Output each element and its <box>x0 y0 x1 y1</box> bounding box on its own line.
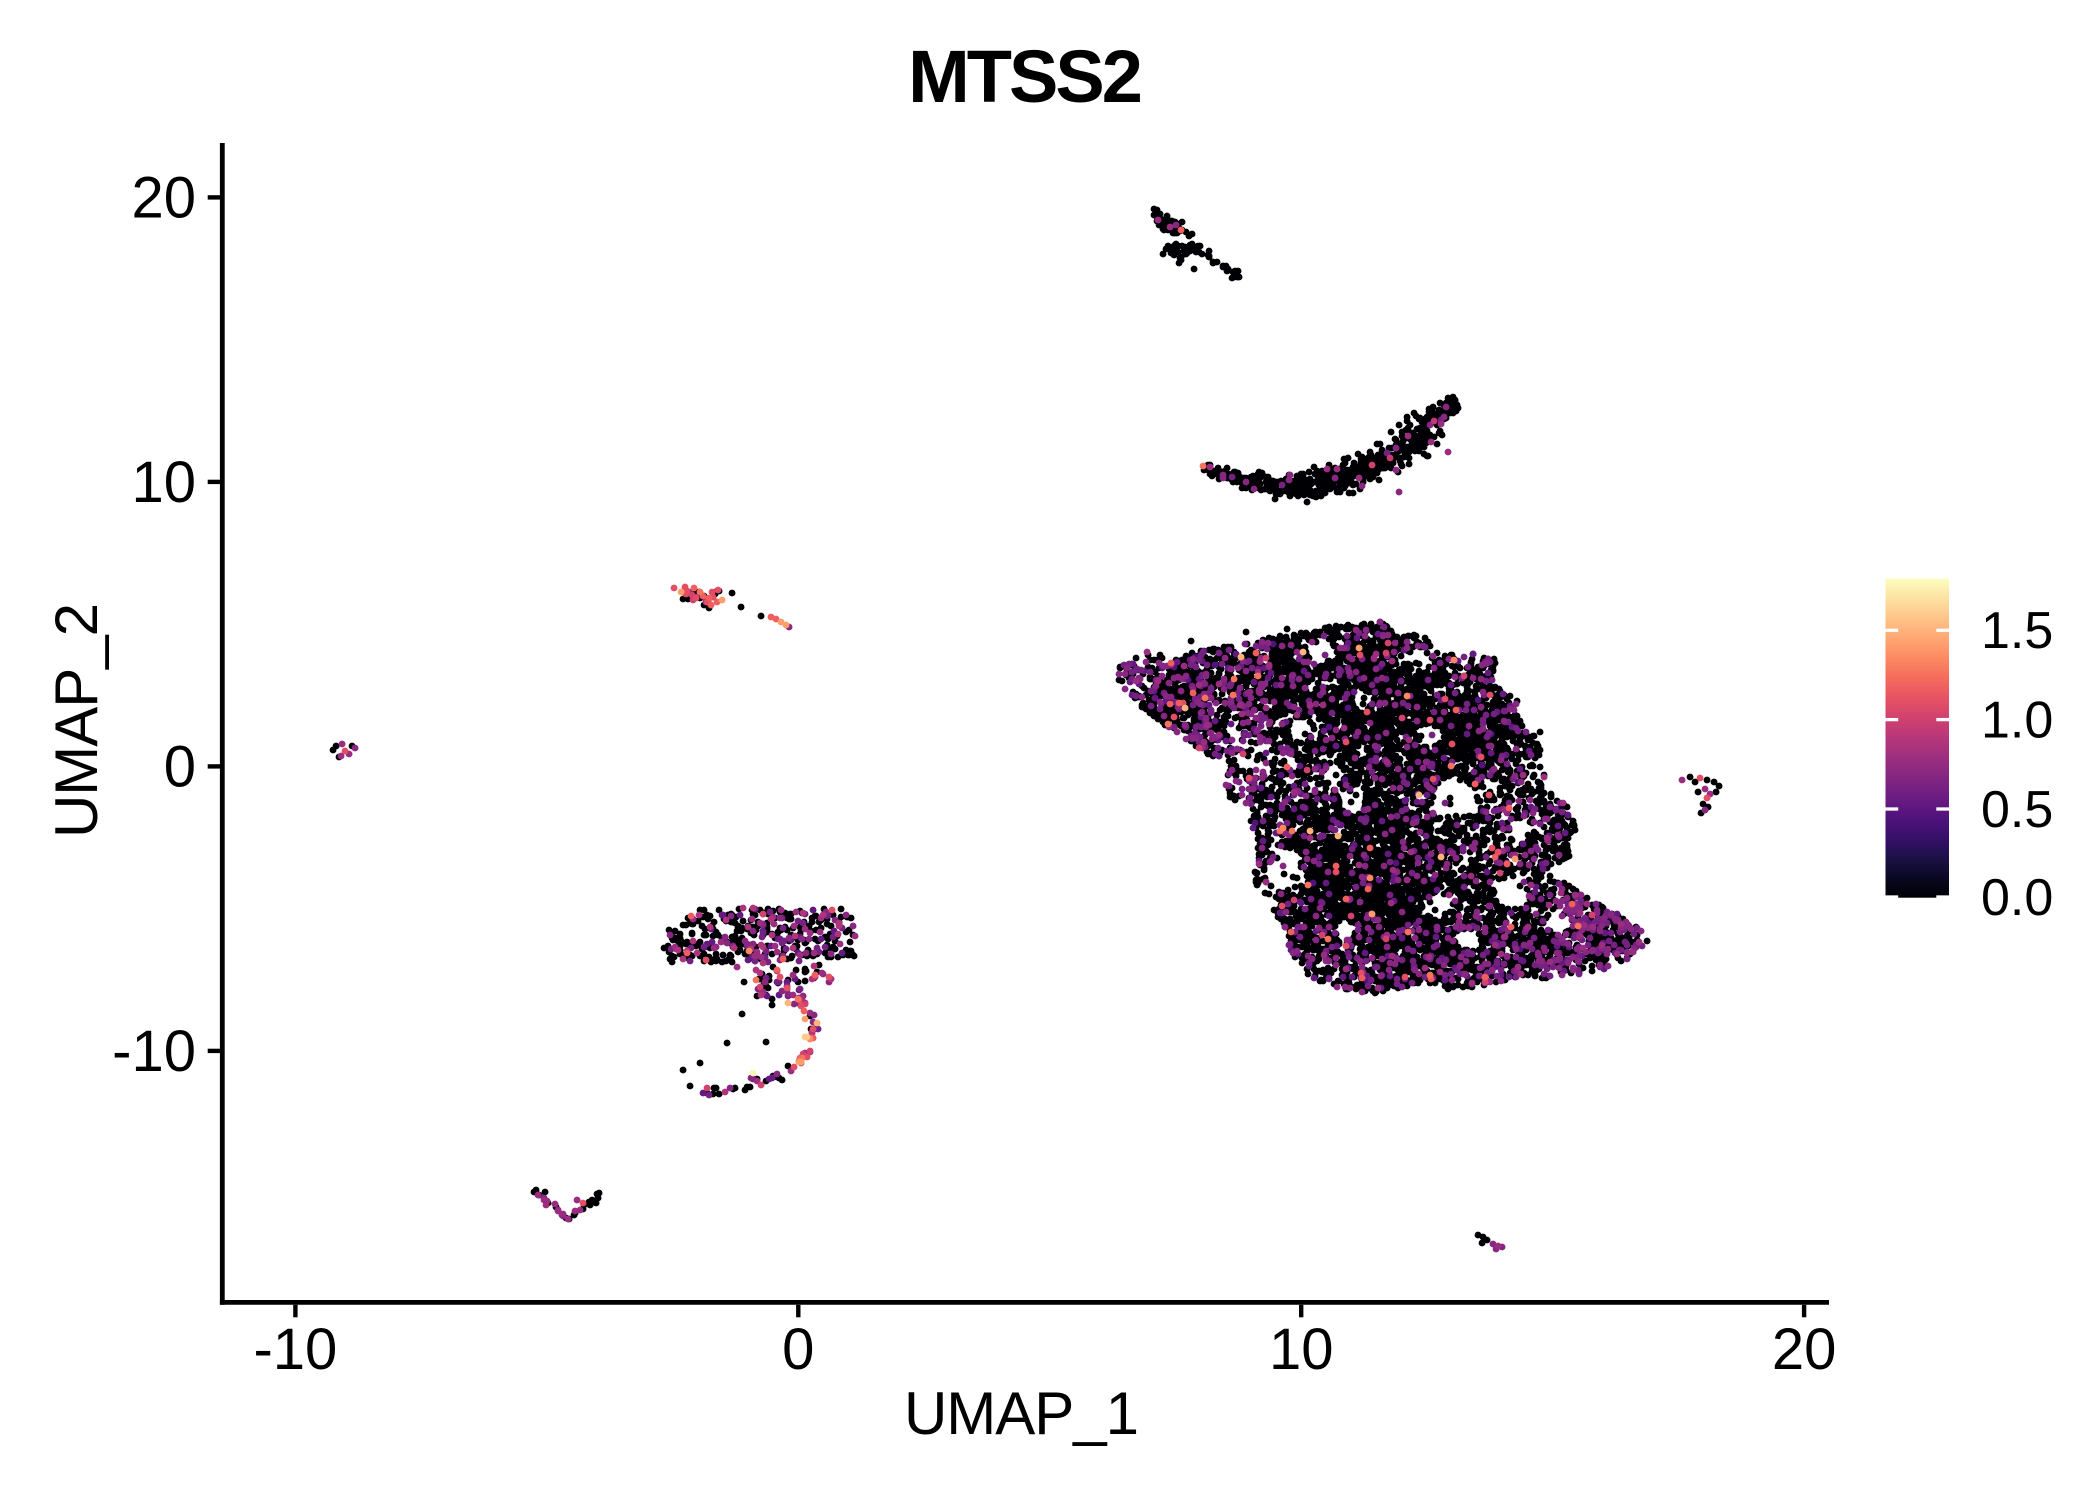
svg-text:MTSS2: MTSS2 <box>908 35 1141 118</box>
svg-text:UMAP_1: UMAP_1 <box>904 1380 1138 1447</box>
svg-text:1.5: 1.5 <box>1981 602 2053 660</box>
svg-text:0: 0 <box>782 1317 814 1382</box>
svg-text:20: 20 <box>131 165 196 230</box>
svg-text:0.0: 0.0 <box>1981 869 2053 927</box>
svg-text:-10: -10 <box>253 1317 337 1382</box>
svg-text:1.0: 1.0 <box>1981 692 2053 750</box>
svg-text:10: 10 <box>1269 1317 1334 1382</box>
svg-text:0: 0 <box>164 734 196 799</box>
svg-text:10: 10 <box>131 450 196 515</box>
svg-text:-10: -10 <box>112 1019 196 1084</box>
svg-text:UMAP_2: UMAP_2 <box>43 604 110 838</box>
svg-text:0.5: 0.5 <box>1981 781 2053 839</box>
svg-text:20: 20 <box>1772 1317 1837 1382</box>
